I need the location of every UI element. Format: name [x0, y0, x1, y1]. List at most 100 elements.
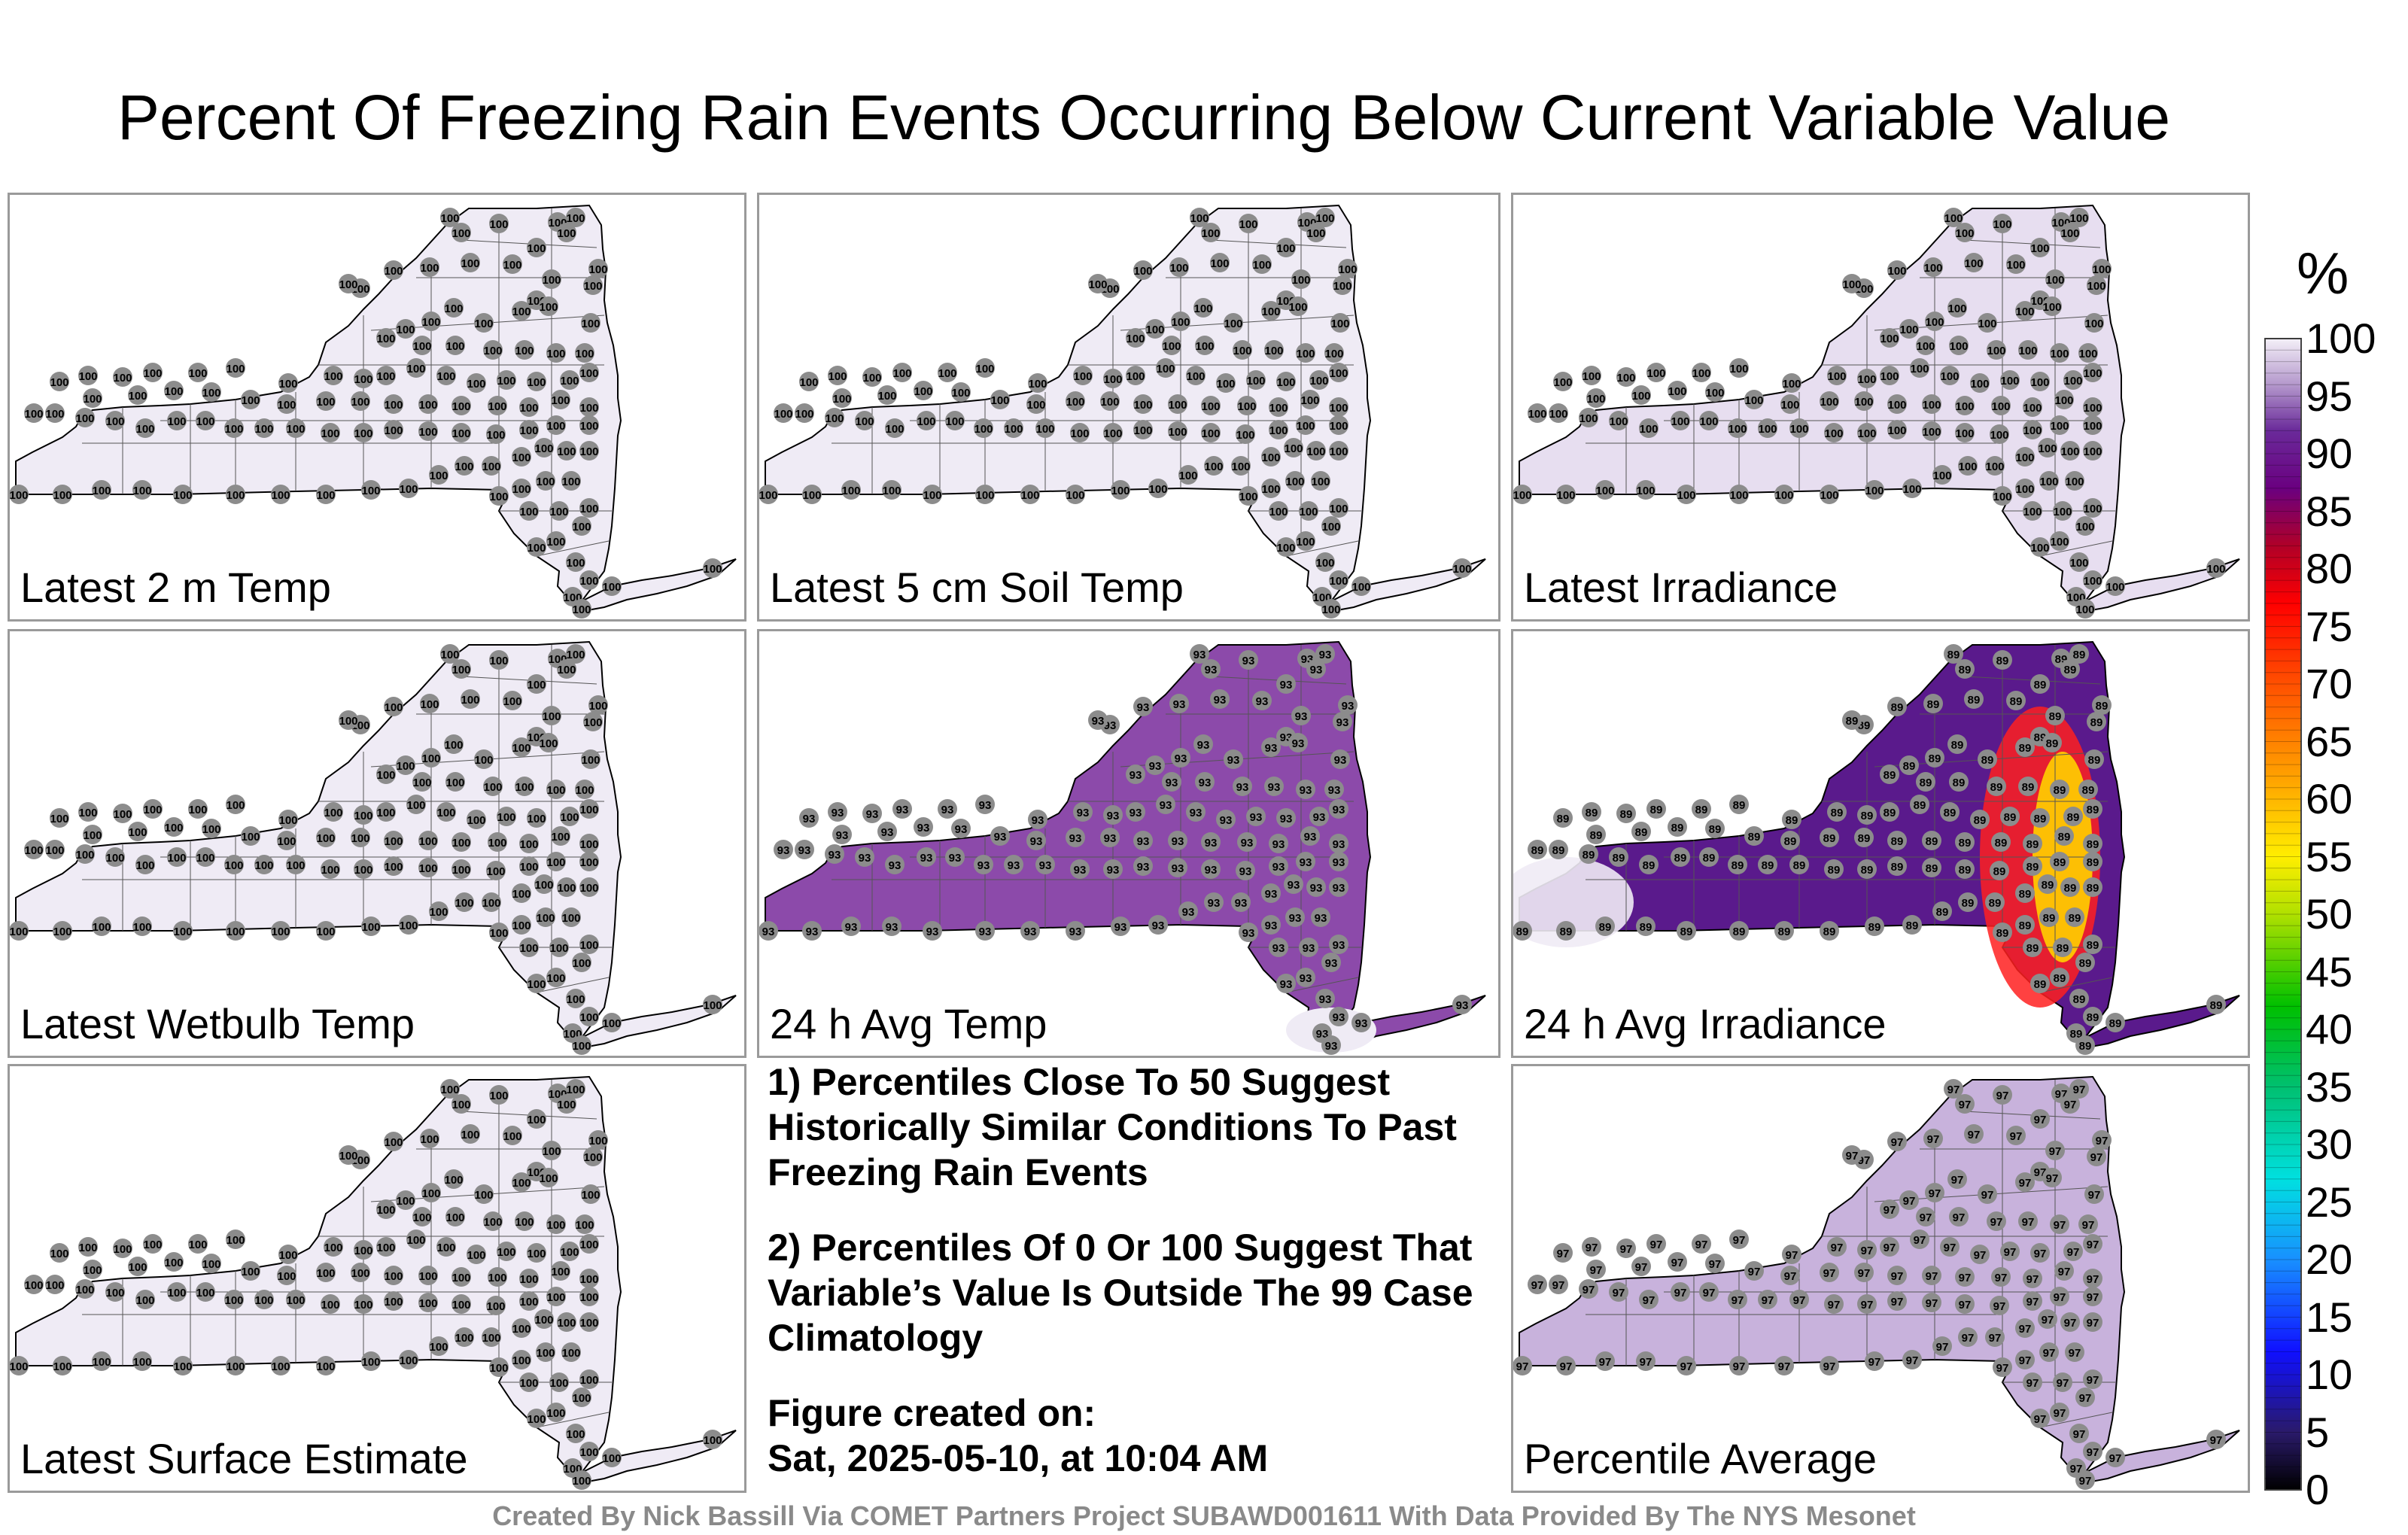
station-marker: 97 — [1513, 1356, 1532, 1375]
station-value: 89 — [2096, 700, 2109, 713]
station-value: 100 — [855, 415, 874, 428]
station-marker: 89 — [2105, 1013, 2125, 1032]
station-marker: 100 — [1329, 498, 1348, 518]
station-value: 89 — [1995, 837, 2008, 850]
station-marker: 100 — [474, 313, 494, 333]
station-value: 100 — [546, 348, 565, 360]
station-marker: 100 — [572, 599, 591, 619]
station-value: 97 — [2054, 1219, 2066, 1232]
station-marker: 100 — [2075, 599, 2095, 619]
state-outline — [1519, 640, 2240, 1048]
station-value: 100 — [429, 906, 448, 919]
station-value: 100 — [418, 399, 437, 412]
station-value: 100 — [2053, 506, 2072, 518]
station-marker: 100 — [1201, 223, 1221, 242]
station-value: 100 — [399, 483, 418, 496]
station-value: 100 — [1269, 402, 1288, 415]
station-marker: 100 — [324, 366, 343, 385]
station-marker: 89 — [1631, 822, 1651, 841]
station-value: 97 — [1828, 1299, 1841, 1312]
colorbar-tick-label: 80 — [2306, 545, 2353, 592]
station-marker: 100 — [135, 1290, 155, 1309]
station-marker: 100 — [412, 336, 432, 355]
station-marker: 100 — [1296, 343, 1315, 363]
station-value: 100 — [196, 1287, 214, 1299]
station-marker: 93 — [1246, 807, 1266, 826]
station-value: 89 — [1643, 859, 1655, 872]
station-value: 100 — [795, 408, 813, 421]
station-marker: 100 — [527, 238, 546, 257]
station-value: 89 — [2064, 664, 2077, 676]
station-value: 100 — [1923, 262, 1942, 275]
station-value: 93 — [1250, 811, 1263, 824]
station-marker: 100 — [575, 1214, 594, 1234]
station-marker: 93 — [1133, 697, 1153, 716]
station-marker: 89 — [1899, 755, 1919, 775]
station-marker: 93 — [1035, 855, 1055, 874]
station-value: 97 — [1936, 1341, 1949, 1354]
station-value: 100 — [351, 1267, 369, 1280]
station-marker: 97 — [1579, 1279, 1598, 1299]
station-value: 100 — [503, 695, 521, 708]
station-value: 100 — [486, 865, 505, 878]
station-marker: 89 — [2083, 1007, 2102, 1026]
station-value: 100 — [92, 1356, 111, 1369]
station-value: 100 — [224, 859, 243, 872]
station-value: 89 — [1981, 754, 1994, 767]
station-value: 100 — [384, 399, 403, 412]
station-value: 97 — [1959, 1099, 1972, 1111]
station-value: 100 — [436, 1242, 455, 1254]
station-marker: 100 — [254, 418, 274, 438]
station-value: 100 — [1616, 372, 1635, 385]
station-value: 100 — [534, 1314, 553, 1327]
station-marker: 97 — [2023, 1269, 2042, 1288]
station-marker: 100 — [339, 1145, 358, 1165]
station-marker: 100 — [1993, 486, 2012, 506]
station-marker: 100 — [1579, 408, 1598, 427]
station-marker: 93 — [1329, 834, 1348, 853]
station-marker: 100 — [467, 810, 486, 829]
station-marker: 89 — [2092, 695, 2112, 715]
station-marker: 89 — [1987, 777, 2006, 796]
station-marker: 100 — [527, 674, 546, 694]
station-value: 93 — [1333, 1011, 1345, 1024]
station-value: 100 — [546, 1291, 565, 1304]
station-value: 100 — [515, 1216, 534, 1229]
state-outline — [15, 1075, 737, 1483]
station-value: 100 — [488, 837, 506, 850]
station-marker: 100 — [1842, 274, 1862, 293]
station-marker: 100 — [351, 391, 370, 411]
station-value: 97 — [1953, 1211, 1966, 1224]
station-marker: 100 — [241, 1261, 260, 1281]
station-value: 100 — [1178, 470, 1197, 482]
station-value: 89 — [1861, 810, 1874, 822]
station-marker: 100 — [703, 558, 722, 578]
station-marker: 100 — [135, 855, 155, 874]
station-value: 93 — [1265, 919, 1278, 932]
panel-24h-avg-temp: 93 93 93 93 93 93 93 93 93 93 93 93 93 93 93 93 93 93 93 93… — [757, 629, 1500, 1058]
station-value: 100 — [2075, 521, 2094, 533]
station-value: 100 — [579, 1011, 598, 1024]
station-value: 100 — [451, 837, 470, 850]
station-value: 89 — [1868, 921, 1881, 934]
station-value: 93 — [1333, 882, 1345, 895]
station-value: 93 — [1077, 807, 1090, 819]
station-marker: 97 — [1964, 1124, 1984, 1144]
panel-24h-avg-irradiance: 89 89 89 89 89 89 89 89 89 89 89 89 89 89 89 89 89 89 89 89… — [1511, 629, 2250, 1058]
station-marker: 100 — [802, 485, 822, 504]
station-value: 100 — [1916, 340, 1935, 353]
station-marker: 100 — [396, 755, 415, 775]
station-marker: 100 — [546, 1214, 566, 1234]
station-marker: 93 — [1070, 859, 1090, 879]
station-marker: 89 — [2023, 834, 2042, 853]
station-value: 93 — [1236, 781, 1249, 794]
station-value: 97 — [1680, 1360, 1693, 1373]
station-value: 97 — [1989, 1332, 2002, 1345]
station-value: 93 — [955, 823, 968, 836]
station-marker: 100 — [316, 1263, 336, 1282]
station-marker: 100 — [451, 423, 471, 442]
station-value: 100 — [892, 367, 911, 380]
station-marker: 93 — [1329, 852, 1348, 871]
station-marker: 100 — [444, 1169, 464, 1189]
